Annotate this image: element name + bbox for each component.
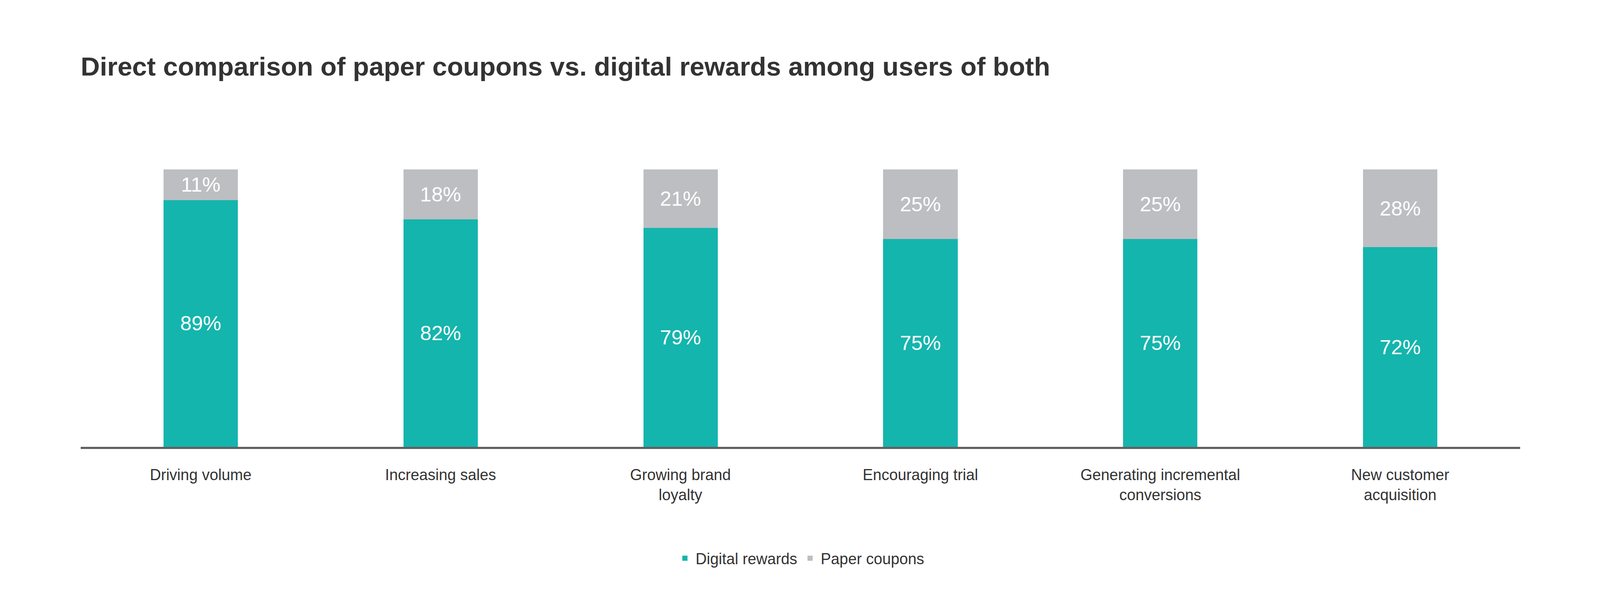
svg-text:89%: 89% <box>180 312 222 335</box>
svg-text:75%: 75% <box>899 331 941 355</box>
svg-text:21%: 21% <box>660 187 702 211</box>
svg-text:72%: 72% <box>1379 336 1421 359</box>
svg-text:75%: 75% <box>1139 331 1181 355</box>
svg-text:25%: 25% <box>899 193 941 216</box>
svg-text:79%: 79% <box>660 326 702 349</box>
svg-text:New customeracquisition: New customeracquisition <box>1351 466 1450 504</box>
svg-text:Paper coupons: Paper coupons <box>820 550 925 568</box>
svg-text:28%: 28% <box>1379 197 1421 220</box>
svg-text:Growing brandloyalty: Growing brandloyalty <box>630 466 732 504</box>
svg-text:82%: 82% <box>420 321 462 345</box>
svg-text:Driving volume: Driving volume <box>149 466 252 484</box>
svg-text:Direct comparison of paper cou: Direct comparison of paper coupons vs. d… <box>80 51 1051 82</box>
svg-text:Generating incrementalconversi: Generating incrementalconversions <box>1080 466 1241 504</box>
svg-text:25%: 25% <box>1139 193 1181 216</box>
svg-text:Increasing sales: Increasing sales <box>385 466 497 484</box>
svg-text:11%: 11% <box>181 173 221 196</box>
svg-text:Digital rewards: Digital rewards <box>695 550 798 568</box>
svg-text:Encouraging trial: Encouraging trial <box>862 466 978 484</box>
svg-text:18%: 18% <box>420 183 462 206</box>
